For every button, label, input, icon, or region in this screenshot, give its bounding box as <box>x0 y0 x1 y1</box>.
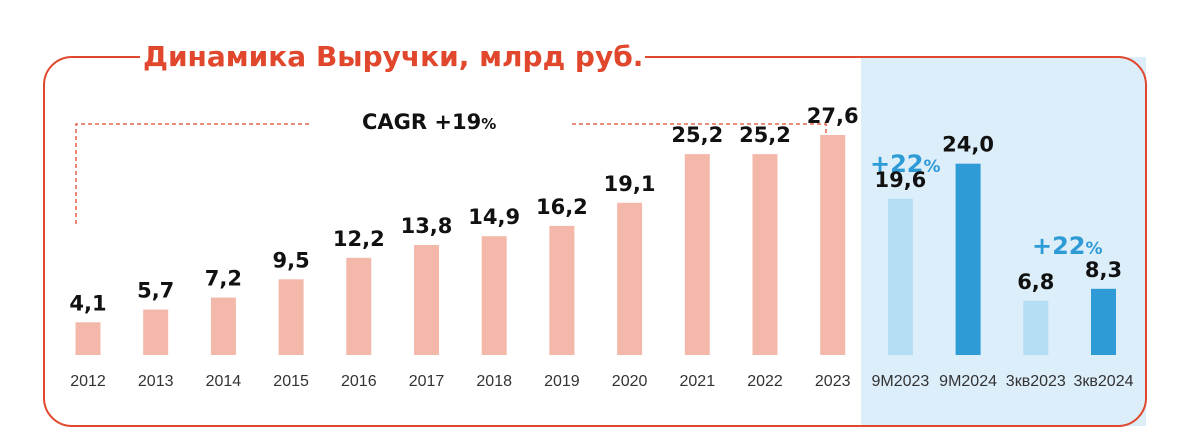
bars-group: 4,1 2012 5,7 2013 7,2 2014 9,5 2015 12,2 2016 13,8… <box>69 104 1133 390</box>
value-label-2012: 4,1 <box>69 291 106 315</box>
bar-2023 <box>820 135 846 355</box>
growth-q3-percent-sign: % <box>1086 239 1103 259</box>
bar-2015 <box>278 279 304 355</box>
growth-label-9m: +22% <box>870 150 941 178</box>
cagr-label: CAGR +19% <box>362 110 496 134</box>
bar-2012 <box>75 322 101 355</box>
x-tick-label-2020: 2020 <box>612 373 648 390</box>
bar-2016 <box>346 257 372 355</box>
growth-9m-percent-sign: % <box>924 157 941 177</box>
bar-2021 <box>684 154 710 355</box>
value-label-9m2023: 19,6 <box>874 168 926 192</box>
x-tick-label-2022: 2022 <box>747 373 783 390</box>
bar-2013 <box>143 309 169 355</box>
x-tick-label-2016: 2016 <box>341 373 377 390</box>
value-label-3кв2024: 8,3 <box>1085 258 1122 282</box>
title-backdrop <box>140 34 645 76</box>
bar-2019 <box>549 225 575 355</box>
value-label-3кв2023: 6,8 <box>1017 270 1054 294</box>
chart-title: Динамика Выручки, млрд руб. <box>143 40 643 73</box>
x-tick-label-3кв2023: 3кв2023 <box>1006 373 1066 390</box>
x-tick-label-9m2023: 9M2023 <box>871 373 929 390</box>
x-tick-label-2013: 2013 <box>138 373 174 390</box>
cagr-percent-sign: % <box>481 115 496 133</box>
growth-9m-value: +22 <box>870 150 924 178</box>
value-label-2020: 19,1 <box>604 172 656 196</box>
bar-2018 <box>481 236 507 355</box>
value-label-2018: 14,9 <box>468 205 520 229</box>
bar-3кв2023 <box>1023 300 1049 355</box>
value-label-9m2024: 24,0 <box>942 133 994 157</box>
bar-9m2023 <box>887 198 913 355</box>
x-tick-label-2012: 2012 <box>70 373 106 390</box>
bar-2022 <box>752 154 778 355</box>
bar-2014 <box>210 297 236 355</box>
x-tick-label-2023: 2023 <box>815 373 851 390</box>
x-tick-label-9m2024: 9M2024 <box>939 373 997 390</box>
x-tick-label-2019: 2019 <box>544 373 580 390</box>
value-label-2016: 12,2 <box>333 227 385 251</box>
bar-9m2024 <box>955 163 981 355</box>
x-tick-label-2017: 2017 <box>409 373 445 390</box>
value-label-2015: 9,5 <box>272 248 309 272</box>
value-label-2021: 25,2 <box>671 123 723 147</box>
value-label-2013: 5,7 <box>137 279 174 303</box>
cagr-value: CAGR +19 <box>362 110 481 134</box>
x-tick-label-2018: 2018 <box>476 373 512 390</box>
growth-label-q3: +22% <box>1032 232 1103 260</box>
value-label-2022: 25,2 <box>739 123 791 147</box>
value-label-2017: 13,8 <box>401 214 453 238</box>
cagr-bracket-left <box>75 123 310 224</box>
x-tick-label-2021: 2021 <box>680 373 716 390</box>
bar-2017 <box>414 245 439 355</box>
value-label-2014: 7,2 <box>205 267 242 291</box>
growth-q3-value: +22 <box>1032 232 1086 260</box>
x-tick-label-2014: 2014 <box>206 373 242 390</box>
bar-3кв2024 <box>1091 288 1116 355</box>
x-tick-label-3кв2024: 3кв2024 <box>1074 373 1134 390</box>
x-tick-label-2015: 2015 <box>273 373 309 390</box>
value-label-2023: 27,6 <box>807 104 859 128</box>
bar-2020 <box>617 202 643 355</box>
value-label-2019: 16,2 <box>536 195 588 219</box>
